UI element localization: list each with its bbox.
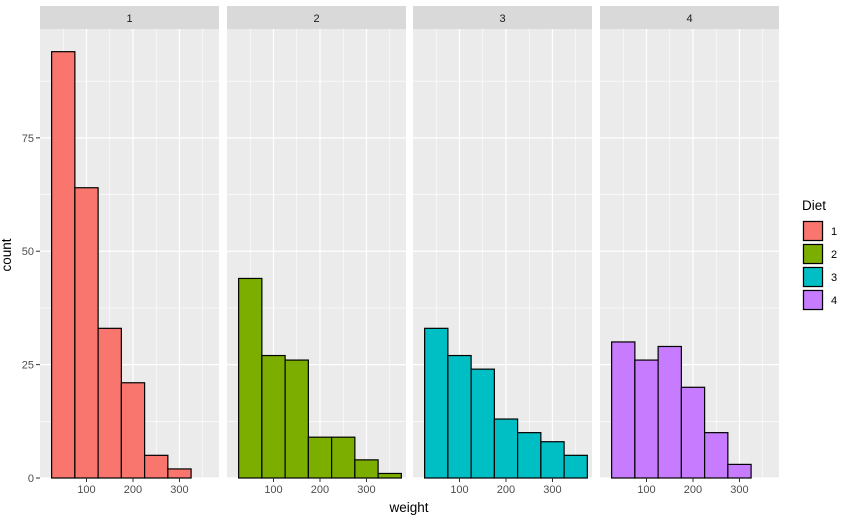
x-tick-label: 200 bbox=[684, 484, 702, 496]
histogram-bar bbox=[331, 436, 356, 479]
legend-swatch bbox=[802, 243, 824, 265]
x-tick-label: 200 bbox=[311, 484, 329, 496]
x-tick-label: 300 bbox=[543, 484, 561, 496]
x-tick-label: 200 bbox=[497, 484, 515, 496]
y-axis: 0 25 50 75 bbox=[22, 133, 40, 485]
x-tick-label: 300 bbox=[730, 484, 748, 496]
histogram-bar bbox=[51, 51, 76, 479]
facet-strip-label: 1 bbox=[126, 13, 132, 25]
legend-title: Diet bbox=[802, 198, 826, 213]
histogram-bar bbox=[704, 432, 729, 479]
histogram-bar bbox=[74, 187, 99, 479]
x-tick-label: 300 bbox=[170, 484, 188, 496]
histogram-bar bbox=[657, 345, 682, 479]
x-tick-label: 100 bbox=[264, 484, 282, 496]
histogram-bar bbox=[447, 354, 472, 479]
y-tick-label: 75 bbox=[22, 133, 34, 145]
histogram-bar bbox=[634, 359, 659, 479]
legend-swatch bbox=[802, 220, 824, 242]
facet-strip-label: 4 bbox=[686, 13, 692, 25]
histogram-bar bbox=[261, 354, 286, 479]
legend-swatch bbox=[802, 266, 824, 288]
x-tick-label: 100 bbox=[450, 484, 468, 496]
facet-strip bbox=[600, 6, 779, 29]
histogram-bar bbox=[470, 368, 495, 479]
y-axis-title: count bbox=[0, 238, 14, 271]
histogram-bar bbox=[307, 436, 333, 479]
legend: Diet 1 2 3 4 bbox=[802, 198, 837, 311]
facet-strip-label: 3 bbox=[499, 13, 505, 25]
histogram-bar bbox=[680, 386, 706, 479]
facet-strip bbox=[413, 6, 592, 29]
legend-label: 3 bbox=[831, 272, 837, 284]
y-tick-label: 0 bbox=[28, 473, 34, 485]
x-axis-title: weight bbox=[388, 500, 428, 515]
facet-panel-1: 1 bbox=[40, 6, 219, 479]
facet-panel-3: 3 bbox=[413, 6, 592, 479]
histogram-bar bbox=[517, 432, 542, 479]
histogram-bar bbox=[540, 441, 565, 479]
histogram-bar bbox=[167, 468, 192, 479]
histogram-bar bbox=[97, 327, 122, 479]
x-tick-label: 200 bbox=[124, 484, 142, 496]
histogram-bar bbox=[377, 472, 402, 479]
histogram-bar bbox=[611, 341, 636, 479]
x-tick-label: 100 bbox=[77, 484, 95, 496]
facet-strip bbox=[40, 6, 219, 29]
x-tick-label: 300 bbox=[357, 484, 375, 496]
histogram-bar bbox=[727, 463, 752, 479]
histogram-bar bbox=[284, 359, 309, 479]
legend-label: 2 bbox=[831, 249, 837, 261]
histogram-bar bbox=[424, 327, 449, 479]
facet-panels: 1 2 3 4 bbox=[40, 6, 779, 479]
facet-panel-4: 4 bbox=[600, 6, 779, 479]
histogram-bar bbox=[238, 277, 263, 479]
x-axis: 100 200 300 100 200 300 100 200 300 100 200 300 bbox=[77, 478, 749, 496]
y-tick-label: 50 bbox=[22, 246, 34, 258]
histogram-bar bbox=[354, 459, 379, 479]
histogram-bar bbox=[120, 382, 146, 479]
y-tick-label: 25 bbox=[22, 360, 34, 372]
legend-swatch bbox=[802, 289, 824, 311]
facet-strip bbox=[227, 6, 406, 29]
facet-strip-label: 2 bbox=[313, 13, 319, 25]
facet-panel-2: 2 bbox=[227, 6, 406, 479]
histogram-bar bbox=[493, 418, 519, 479]
legend-label: 1 bbox=[831, 226, 837, 238]
histogram-bar bbox=[144, 454, 169, 479]
x-tick-label: 100 bbox=[637, 484, 655, 496]
legend-label: 4 bbox=[831, 295, 837, 307]
histogram-bar bbox=[563, 454, 588, 479]
